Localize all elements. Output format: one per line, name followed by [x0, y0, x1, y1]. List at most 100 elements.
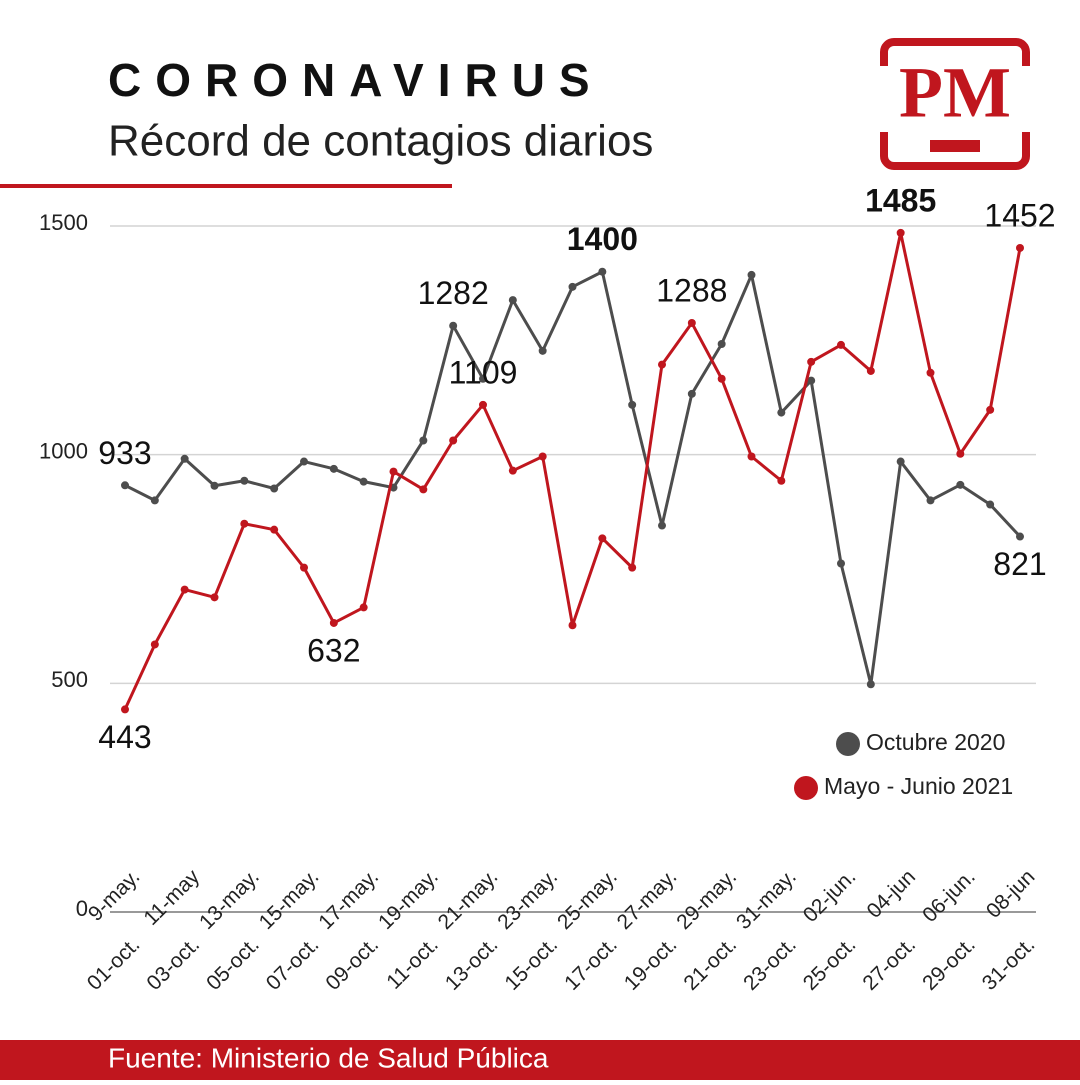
point [747, 270, 756, 279]
point [568, 621, 577, 630]
point [986, 500, 995, 509]
point [717, 339, 726, 348]
point [300, 563, 308, 572]
title-rule [0, 184, 452, 188]
x-tick-label: 05-oct. [202, 933, 264, 995]
point [598, 267, 607, 276]
point [926, 368, 935, 377]
x2-tick-label: 06-jun. [918, 865, 980, 927]
point [180, 454, 189, 463]
data-label: 1109 [449, 354, 518, 390]
x2-tick-label: 17-may. [314, 865, 383, 934]
point [121, 481, 129, 490]
chart-title: CORONAVIRUS [108, 54, 604, 106]
data-label: 1282 [418, 275, 489, 311]
y-tick-label: 500 [51, 667, 88, 692]
point [568, 282, 577, 291]
point [777, 408, 786, 417]
point [747, 452, 756, 461]
x2-tick-label: 08-jun [982, 865, 1040, 923]
data-label: 1485 [865, 182, 936, 218]
point [180, 585, 189, 594]
data-label: 1400 [567, 221, 638, 257]
point [717, 374, 726, 383]
point [449, 321, 458, 330]
y-tick-label: 1000 [39, 438, 88, 463]
logo-text: PM [899, 53, 1011, 133]
point [538, 346, 547, 355]
data-label: 443 [98, 719, 151, 755]
point [210, 593, 219, 602]
point [210, 481, 219, 490]
point [150, 496, 159, 505]
x-tick-label: 21-oct. [679, 933, 741, 995]
footer-bar [0, 1040, 1080, 1080]
series: 443 632 1109 1288 1485 1452 [98, 182, 1055, 755]
point [777, 476, 786, 485]
x-tick-label: 23-oct. [739, 933, 801, 995]
point [449, 436, 458, 445]
point [479, 374, 487, 383]
point [956, 480, 965, 489]
point [926, 496, 935, 505]
series: 933 1282 1400 821 [98, 221, 1047, 689]
point [508, 296, 517, 305]
point [359, 477, 368, 486]
point [479, 400, 487, 409]
data-label: 821 [993, 546, 1046, 582]
legend-marker [836, 732, 860, 756]
point [150, 640, 159, 649]
legend-label: Octubre 2020 [866, 729, 1005, 755]
x-tick-label: 25-oct. [799, 933, 861, 995]
x-tick-label: 09-oct. [321, 933, 383, 995]
x2-tick-label: 19-may. [374, 865, 443, 934]
x-tick-label: 29-oct. [918, 933, 980, 995]
x2-tick-label: 04-jun [863, 865, 921, 923]
point [628, 400, 637, 409]
x2-tick-label: 02-jun. [799, 865, 861, 927]
point [121, 705, 129, 714]
x-tick-label: 11-oct. [382, 933, 443, 994]
point [807, 376, 816, 385]
y-tick-label: 0 [76, 896, 88, 921]
x-tick-label: 19-oct. [620, 933, 682, 995]
data-label: 1288 [656, 272, 727, 308]
x2-tick-label: 9-may. [84, 865, 145, 926]
point [866, 680, 875, 689]
point [508, 466, 517, 475]
point [658, 360, 666, 369]
point [240, 519, 249, 528]
x2-tick-label: 15-may. [255, 865, 324, 934]
x-tick-label: 07-oct. [262, 933, 324, 995]
chart-subtitle: Récord de contagios diarios [108, 117, 653, 166]
point [359, 603, 368, 612]
point [270, 525, 279, 534]
x2-tick-label: 23-may. [493, 865, 562, 934]
point [687, 318, 696, 327]
y-tick-label: 1500 [39, 210, 88, 235]
x-tick-label: 31-oct. [978, 933, 1040, 995]
point [837, 559, 845, 568]
x2-tick-label: 27-may. [613, 865, 682, 934]
point [896, 457, 905, 466]
point [687, 389, 696, 398]
data-label: 933 [98, 435, 151, 471]
line [123, 231, 1022, 711]
x2-tick-label: 21-may. [434, 865, 503, 934]
legend-label: Mayo - Junio 2021 [824, 773, 1013, 799]
source: Fuente: Ministerio de Salud Pública [108, 1042, 549, 1073]
x2-tick-label: 13-may. [195, 865, 264, 934]
point [538, 452, 547, 461]
x-tick-label: 01-oct. [83, 933, 145, 995]
point [956, 449, 965, 458]
point [986, 405, 995, 414]
x2-tick-label: 11-may [139, 865, 204, 930]
point [270, 484, 279, 493]
point [628, 563, 637, 572]
x2-tick-label: 31-may. [732, 865, 801, 934]
point [598, 534, 607, 543]
x-tick-label: 27-oct. [858, 933, 920, 995]
point [419, 436, 428, 445]
point [300, 457, 308, 466]
